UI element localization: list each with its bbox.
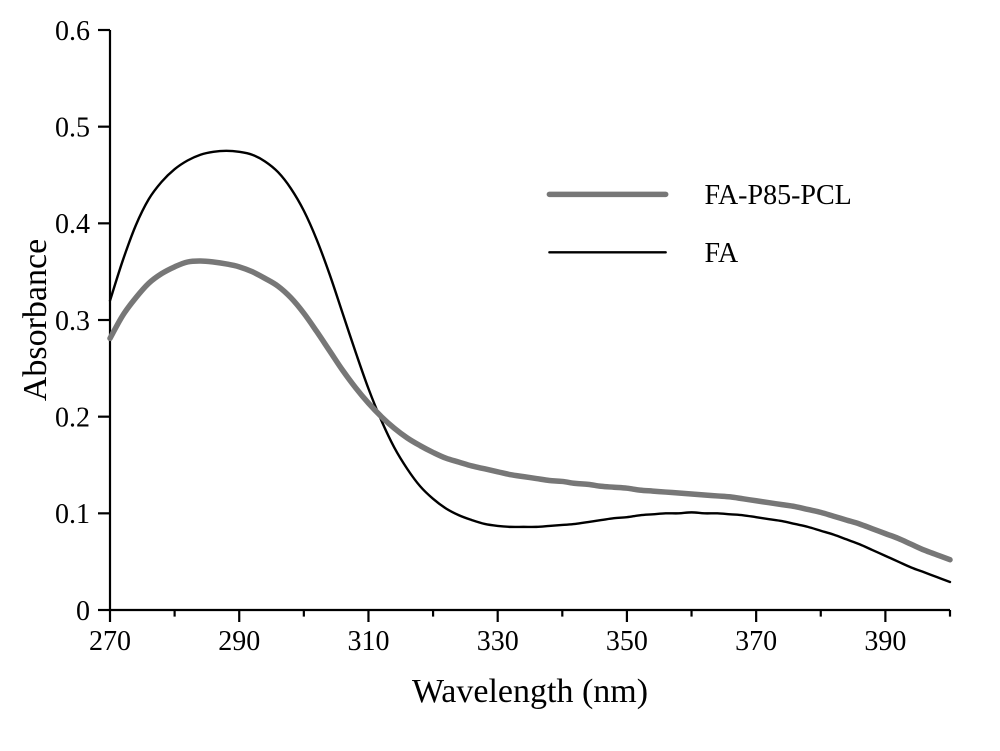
y-tick-label: 0.2: [55, 402, 90, 433]
y-tick-label: 0.3: [55, 306, 90, 337]
legend-label-fa: FA: [704, 238, 738, 269]
x-tick-label: 350: [606, 626, 648, 657]
x-tick-label: 370: [735, 626, 777, 657]
x-tick-label: 290: [218, 626, 260, 657]
y-tick-label: 0: [76, 596, 90, 627]
x-tick-label: 390: [864, 626, 906, 657]
y-tick-label: 0.6: [55, 16, 90, 47]
x-tick-label: 310: [347, 626, 389, 657]
y-tick-label: 0.5: [55, 112, 90, 143]
legend-label-fa_p85_pcl: FA-P85-PCL: [704, 180, 851, 211]
y-tick-label: 0.4: [55, 209, 90, 240]
y-tick-label: 0.1: [55, 499, 90, 530]
y-axis-label: Absorbance: [17, 239, 54, 401]
absorbance-chart: 270 290 310 330 350 370 390 0 0.1 0.2 0.3 0.4 0.5 0.6…: [0, 0, 1000, 751]
x-axis-label: Wavelength (nm): [412, 673, 648, 710]
x-tick-label: 270: [89, 626, 131, 657]
chart-svg: 270 290 310 330 350 370 390 0 0.1 0.2 0.3 0.4 0.5 0.6…: [0, 0, 1000, 751]
x-tick-label: 330: [477, 626, 519, 657]
